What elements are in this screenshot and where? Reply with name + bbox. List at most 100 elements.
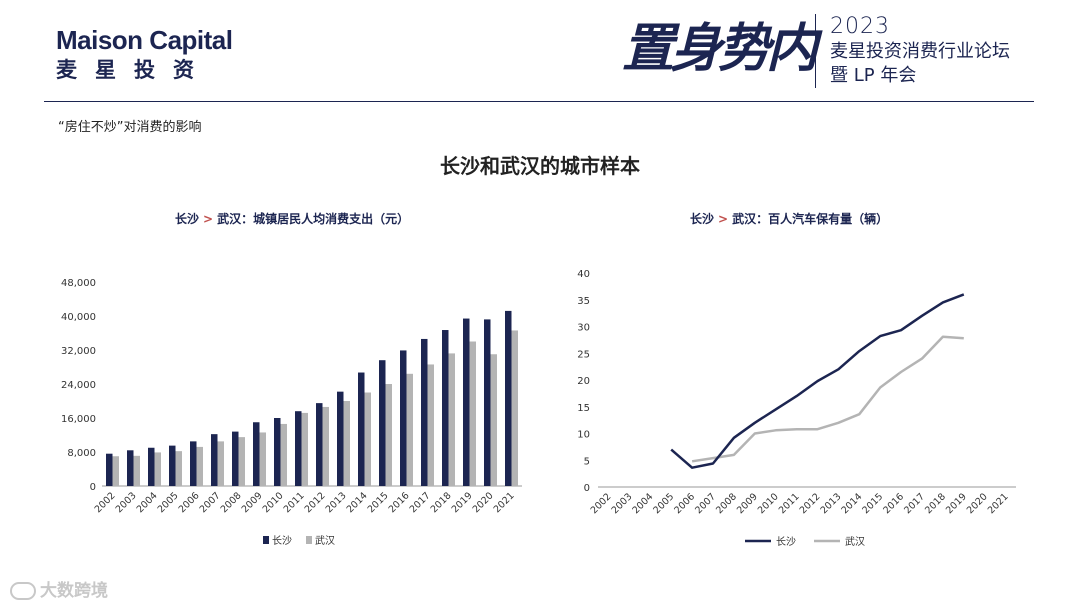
bar-changsha	[211, 434, 218, 486]
header-divider	[815, 14, 816, 88]
bar-changsha	[379, 360, 386, 486]
bar-chart-x-tick-label: 2020	[471, 490, 496, 515]
line-legend-label-changsha: 长沙	[776, 536, 796, 548]
bar-changsha	[484, 319, 491, 486]
line-chart-x-tick-label: 2012	[798, 491, 823, 516]
slide-title: 长沙和武汉的城市样本	[440, 154, 640, 178]
brand-name-cn: 麦星投资	[56, 58, 212, 82]
brand-logo: Maison Capital 麦星投资	[56, 25, 233, 82]
bar-legend-label-changsha: 长沙	[272, 535, 292, 547]
bar-chart-x-tick-label: 2009	[240, 490, 265, 515]
line-chart-x-tick-label: 2013	[819, 491, 844, 516]
bar-changsha	[190, 441, 197, 486]
bar-chart-x-tick-label: 2016	[387, 490, 412, 515]
bar-wuhan	[175, 451, 182, 486]
bar-changsha	[127, 450, 134, 486]
bar-changsha	[400, 350, 407, 486]
bar-chart-x-tick-label: 2019	[450, 490, 475, 515]
bar-wuhan	[343, 401, 350, 486]
bar-wuhan	[385, 384, 392, 486]
bar-wuhan	[238, 437, 245, 486]
bar-chart-x-tick-label: 2005	[156, 490, 181, 515]
bar-changsha	[463, 318, 470, 486]
line-series-changsha	[670, 293, 965, 469]
bar-chart-x-tick-label: 2003	[114, 490, 139, 515]
line-chart-title-separator: >	[718, 212, 729, 226]
line-series-wuhan	[691, 335, 964, 463]
bar-chart-x-tick-label: 2014	[345, 490, 370, 515]
bar-wuhan	[511, 330, 518, 486]
bar-chart-y-tick-label: 0	[90, 482, 96, 493]
watermark-text: 大数跨境	[40, 581, 108, 601]
bar-changsha	[232, 431, 239, 486]
bar-chart-x-tick-label: 2017	[408, 490, 433, 515]
line-chart-x-tick-label: 2004	[630, 491, 655, 516]
line-chart-x-tick-label: 2019	[944, 491, 969, 516]
bar-wuhan	[259, 432, 266, 486]
bar-wuhan	[301, 412, 308, 486]
bar-chart-title: 长沙 > 武汉：城镇居民人均消费支出（元）	[175, 210, 409, 227]
event-year: 2023	[830, 14, 890, 39]
bar-chart-x-tick-label: 2012	[303, 490, 328, 515]
line-chart-x-tick-label: 2017	[902, 491, 927, 516]
bar-changsha	[316, 403, 323, 486]
line-chart-x-tick-label: 2011	[777, 491, 802, 516]
line-chart-y-tick-label: 20	[577, 376, 590, 387]
line-chart-x-tick-label: 2006	[672, 491, 697, 516]
line-chart-x-tick-label: 2008	[714, 491, 739, 516]
bar-chart-x-tick-label: 2008	[219, 490, 244, 515]
bar-changsha	[253, 422, 260, 486]
bar-changsha	[274, 418, 281, 486]
line-chart-y-tick-label: 15	[577, 403, 590, 414]
bar-wuhan	[112, 456, 119, 486]
bar-changsha	[106, 453, 113, 486]
bar-chart-y-tick-label: 48,000	[61, 278, 96, 289]
bar-chart-y-tick-label: 8,000	[67, 448, 96, 459]
bar-changsha	[337, 391, 344, 486]
line-chart-y-tick-label: 35	[577, 296, 590, 307]
bar-changsha	[421, 338, 428, 486]
line-chart-x-tick-label: 2014	[839, 491, 864, 516]
bar-chart-y-tick-label: 40,000	[61, 312, 96, 323]
bar-legend-swatch-changsha	[263, 536, 269, 544]
bar-legend-swatch-wuhan	[306, 536, 312, 544]
bar-chart-title-rest: 武汉：城镇居民人均消费支出（元）	[217, 212, 410, 226]
line-chart-x-tick-label: 2020	[965, 491, 990, 516]
bar-wuhan	[490, 354, 497, 486]
bar-wuhan	[469, 341, 476, 486]
bar-chart-x-tick-label: 2004	[135, 490, 160, 515]
bar-changsha	[442, 330, 449, 486]
section-title: “房住不炒”对消费的影响	[58, 120, 202, 135]
line-chart-x-tick-label: 2005	[651, 491, 676, 516]
bar-chart-y-tick-label: 16,000	[61, 414, 96, 425]
event-calligraphy-logo: 置身势内	[622, 18, 818, 79]
event-info: 2023 麦星投资消费行业论坛 暨 LP 年会	[830, 14, 1010, 88]
line-chart-x-tick-label: 2003	[610, 491, 635, 516]
bar-legend-label-wuhan: 武汉	[315, 534, 335, 547]
bar-changsha	[169, 445, 176, 486]
bar-chart-x-tick-label: 2006	[177, 490, 202, 515]
bar-chart-x-tick-label: 2002	[93, 490, 118, 515]
bar-changsha	[358, 372, 365, 486]
watermark-logo-icon	[10, 582, 36, 600]
bar-chart-x-tick-label: 2007	[198, 490, 223, 515]
bar-wuhan	[217, 441, 224, 486]
bar-chart-y-tick-label: 24,000	[61, 380, 96, 391]
bar-chart-x-tick-label: 2010	[261, 490, 286, 515]
line-chart-y-tick-label: 30	[577, 323, 590, 334]
brand-name-en: Maison Capital	[56, 25, 233, 55]
line-legend-label-wuhan: 武汉	[845, 535, 865, 548]
bar-wuhan	[196, 446, 203, 486]
bar-changsha	[148, 447, 155, 486]
line-chart-x-tick-label: 2007	[693, 491, 718, 516]
bar-wuhan	[406, 373, 413, 486]
line-chart-y-tick-label: 25	[577, 349, 590, 360]
line-chart-x-tick-label: 2009	[735, 491, 760, 516]
line-chart-title-city-a: 长沙	[690, 212, 715, 226]
bar-chart-title-separator: >	[203, 212, 214, 226]
line-chart-x-tick-label: 2018	[923, 491, 948, 516]
bar-chart-x-tick-label: 2013	[324, 490, 349, 515]
bar-chart-x-tick-label: 2018	[429, 490, 454, 515]
line-chart-x-tick-label: 2002	[589, 491, 614, 516]
